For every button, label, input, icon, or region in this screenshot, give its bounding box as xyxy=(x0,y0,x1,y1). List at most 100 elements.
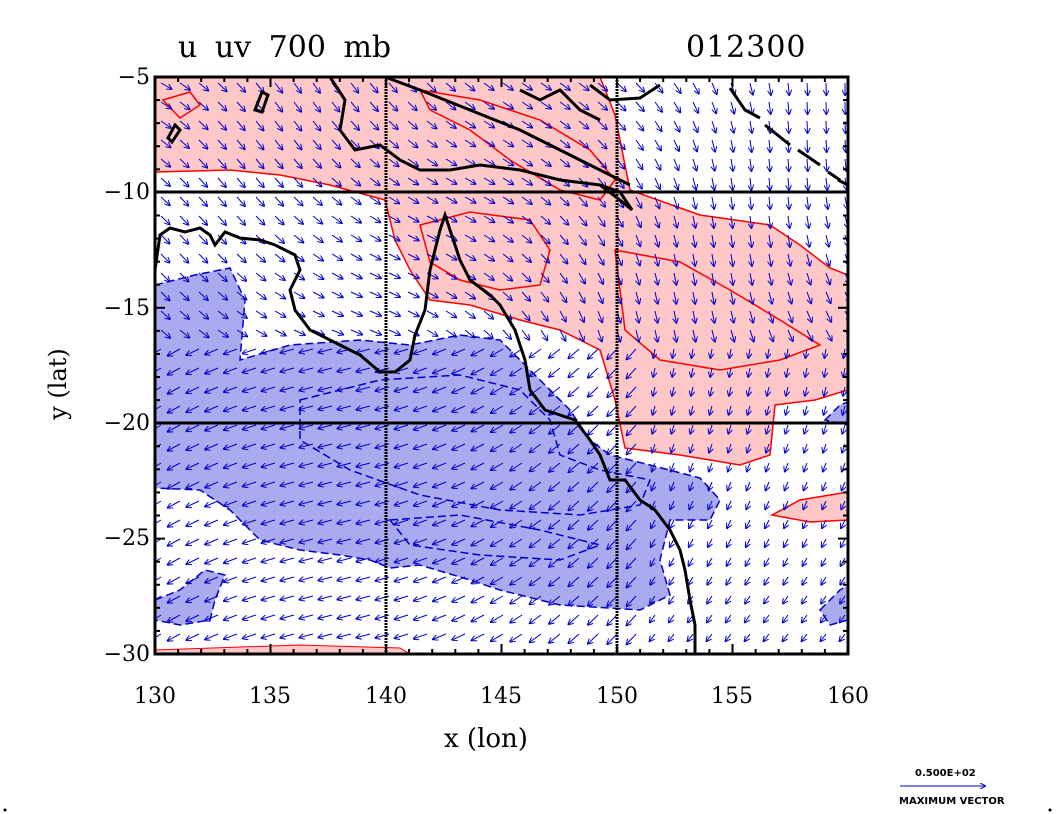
wind-vector xyxy=(747,481,750,490)
wind-vector xyxy=(588,538,599,549)
wind-vector xyxy=(168,424,181,432)
wind-vector xyxy=(805,367,807,377)
wind-vector xyxy=(635,82,644,92)
wind-vector xyxy=(243,405,257,410)
wind-vector xyxy=(559,82,570,90)
wind-vector xyxy=(262,424,276,429)
wind-vector xyxy=(521,234,531,243)
wind-vector xyxy=(597,139,606,149)
wind-vector xyxy=(653,367,655,377)
wind-vector xyxy=(318,368,333,371)
wind-vector xyxy=(293,234,303,243)
wind-vector xyxy=(224,405,238,411)
wind-vector xyxy=(588,557,599,568)
wind-vector xyxy=(807,101,808,114)
wind-vector xyxy=(843,405,845,415)
wind-vector xyxy=(510,367,523,376)
wind-vector xyxy=(433,614,447,620)
wind-vector xyxy=(179,291,189,300)
wind-vector xyxy=(356,577,371,581)
wind-vector xyxy=(569,424,580,434)
grid-lines xyxy=(155,77,848,654)
wind-vector xyxy=(540,272,549,282)
wind-vector xyxy=(369,158,379,167)
wind-vector xyxy=(407,215,419,222)
wind-vector xyxy=(651,538,655,547)
wind-vector xyxy=(588,405,599,416)
wind-vector xyxy=(337,368,352,372)
wind-vector xyxy=(483,82,494,90)
wind-vector xyxy=(331,158,340,168)
wind-vector xyxy=(262,386,276,391)
wind-vector xyxy=(281,538,295,543)
wind-vector xyxy=(350,215,361,223)
wind-vector xyxy=(414,481,428,487)
coastline-new-guinea-north xyxy=(384,77,631,187)
wind-vector xyxy=(788,253,790,266)
wind-vector xyxy=(281,367,295,372)
wind-vector xyxy=(712,329,715,342)
wind-vector xyxy=(691,348,693,358)
vector-legend: 0.500E+02 MAXIMUM VECTOR xyxy=(895,768,1025,810)
wind-vector xyxy=(168,405,181,413)
wind-vector xyxy=(655,310,658,323)
wind-vector xyxy=(693,234,695,247)
wind-vector xyxy=(549,348,561,358)
wind-vector xyxy=(692,120,698,132)
wind-vector xyxy=(255,329,266,336)
wind-vector xyxy=(627,519,637,530)
wind-vector xyxy=(356,387,371,391)
wind-vector xyxy=(224,367,238,373)
wind-vector xyxy=(205,405,219,411)
wind-vector xyxy=(822,538,826,547)
wind-vector xyxy=(670,557,674,566)
wind-vector xyxy=(452,557,466,564)
wind-vector xyxy=(712,215,714,228)
wind-vector xyxy=(445,272,456,279)
wind-vector xyxy=(293,329,305,335)
wind-vector xyxy=(472,519,485,526)
wind-vector xyxy=(452,614,466,621)
wind-vector xyxy=(803,519,807,528)
wind-vector xyxy=(768,329,773,341)
wind-vector xyxy=(807,215,809,228)
x-tick-label: 130 xyxy=(134,684,176,709)
plot-title-right: 012300 xyxy=(686,30,807,65)
wind-vector xyxy=(627,386,637,397)
wind-vector xyxy=(804,424,807,434)
wind-vector xyxy=(708,538,712,547)
wind-vector xyxy=(369,291,381,297)
wind-vector xyxy=(179,139,189,148)
wind-vector xyxy=(274,101,282,112)
wind-vector xyxy=(414,595,428,601)
wind-vector xyxy=(281,500,295,505)
wind-vector xyxy=(198,253,207,263)
wind-vector xyxy=(750,310,753,323)
wind-vector xyxy=(788,215,790,228)
wind-vector xyxy=(472,633,485,640)
wind-vector xyxy=(433,405,447,411)
wind-vector xyxy=(530,557,542,566)
wind-vector xyxy=(510,519,523,528)
wind-vector xyxy=(356,539,371,543)
wind-vector xyxy=(414,424,428,430)
x-tick-label: 145 xyxy=(480,684,522,709)
wind-vector xyxy=(395,519,409,524)
wind-vector xyxy=(502,101,513,109)
wind-vector xyxy=(807,139,808,152)
wind-vector xyxy=(689,519,693,528)
wind-vector xyxy=(540,215,550,224)
wind-vector xyxy=(530,633,542,642)
wind-vector xyxy=(445,215,457,222)
wind-vector xyxy=(281,519,295,524)
wind-vector xyxy=(750,196,751,209)
wind-vector xyxy=(693,310,695,323)
wind-vector xyxy=(293,291,304,298)
wind-vector xyxy=(452,367,466,374)
wind-vector xyxy=(331,291,343,297)
wind-vector xyxy=(464,139,475,146)
wind-vector xyxy=(331,177,341,186)
wind-vector xyxy=(502,177,513,184)
wind-vector xyxy=(388,196,399,203)
wind-vector xyxy=(807,234,809,247)
